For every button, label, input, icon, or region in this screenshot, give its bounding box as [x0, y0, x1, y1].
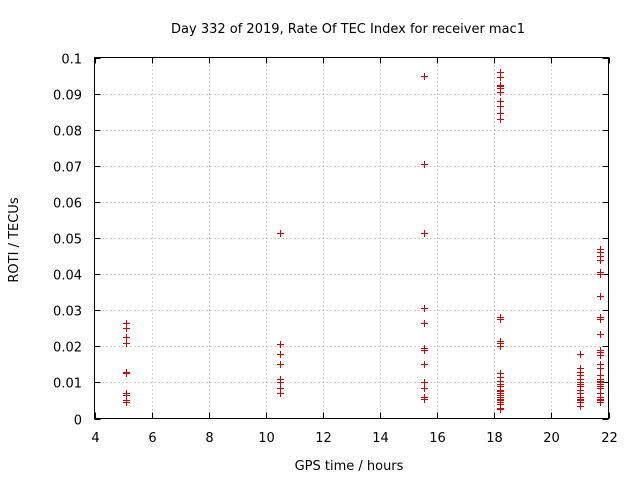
x-tick-label: 12	[315, 431, 332, 446]
x-tick-label: 22	[601, 431, 618, 446]
data-point	[421, 347, 428, 354]
data-point	[421, 379, 428, 386]
x-tick-label: 4	[91, 431, 99, 446]
data-point	[277, 341, 284, 348]
data-point	[421, 305, 428, 312]
data-point	[597, 271, 604, 278]
data-point	[597, 365, 604, 372]
chart-title: Day 332 of 2019, Rate Of TEC Index for r…	[171, 22, 525, 37]
y-axis-label: ROTI / TECUs	[7, 197, 22, 282]
data-point	[123, 334, 130, 341]
data-point	[421, 385, 428, 392]
data-point	[497, 89, 504, 96]
x-tick-label: 20	[543, 431, 560, 446]
x-tick-label: 10	[258, 431, 275, 446]
grid-layer	[94, 57, 609, 419]
y-tick-label: 0.02	[53, 341, 82, 356]
data-point	[497, 343, 504, 350]
data-point	[597, 316, 604, 323]
y-tick-label: 0.04	[53, 269, 82, 284]
data-point	[421, 73, 428, 80]
x-tick-label: 6	[148, 431, 156, 446]
data-point	[597, 331, 604, 338]
x-tick-labels: 4 6 8 10 12 14 16 18 20 22	[91, 431, 617, 446]
data-point	[123, 370, 130, 377]
data-point	[277, 351, 284, 358]
tick-layer	[94, 57, 610, 420]
data-point	[497, 116, 504, 123]
data-point	[597, 293, 604, 300]
x-tick-label: 16	[429, 431, 446, 446]
data-point	[577, 351, 584, 358]
data-point	[497, 103, 504, 110]
y-tick-labels: 0 0.01 0.02 0.03 0.04 0.05 0.06 0.07 0.08 0.09 0.1	[53, 53, 82, 429]
data-point	[597, 399, 604, 406]
data-point	[497, 406, 504, 413]
data-point	[421, 161, 428, 168]
y-tick-label: 0	[74, 414, 82, 429]
data-point	[421, 396, 428, 403]
data-point	[421, 361, 428, 368]
data-point	[421, 230, 428, 237]
y-tick-label: 0.01	[53, 377, 82, 392]
x-tick-label: 8	[205, 431, 213, 446]
data-point	[597, 257, 604, 264]
data-point	[497, 110, 504, 117]
y-tick-label: 0.09	[53, 89, 82, 104]
data-point	[277, 379, 284, 386]
data-point	[497, 74, 504, 81]
data-point	[277, 230, 284, 237]
points-layer	[123, 69, 604, 413]
x-tick-label: 18	[486, 431, 503, 446]
data-point	[497, 316, 504, 323]
x-tick-label: 14	[372, 431, 389, 446]
y-tick-label: 0.08	[53, 125, 82, 140]
data-point	[277, 390, 284, 397]
y-tick-label: 0.06	[53, 197, 82, 212]
data-point	[123, 340, 130, 347]
data-point	[421, 320, 428, 327]
y-tick-label: 0.05	[53, 233, 82, 248]
data-point	[577, 403, 584, 410]
data-point	[277, 361, 284, 368]
y-tick-label: 0.1	[61, 53, 82, 68]
data-point	[123, 325, 130, 332]
data-point	[123, 399, 130, 406]
y-tick-label: 0.07	[53, 161, 82, 176]
y-tick-label: 0.03	[53, 305, 82, 320]
x-axis-label: GPS time / hours	[295, 459, 404, 474]
data-point	[597, 352, 604, 359]
